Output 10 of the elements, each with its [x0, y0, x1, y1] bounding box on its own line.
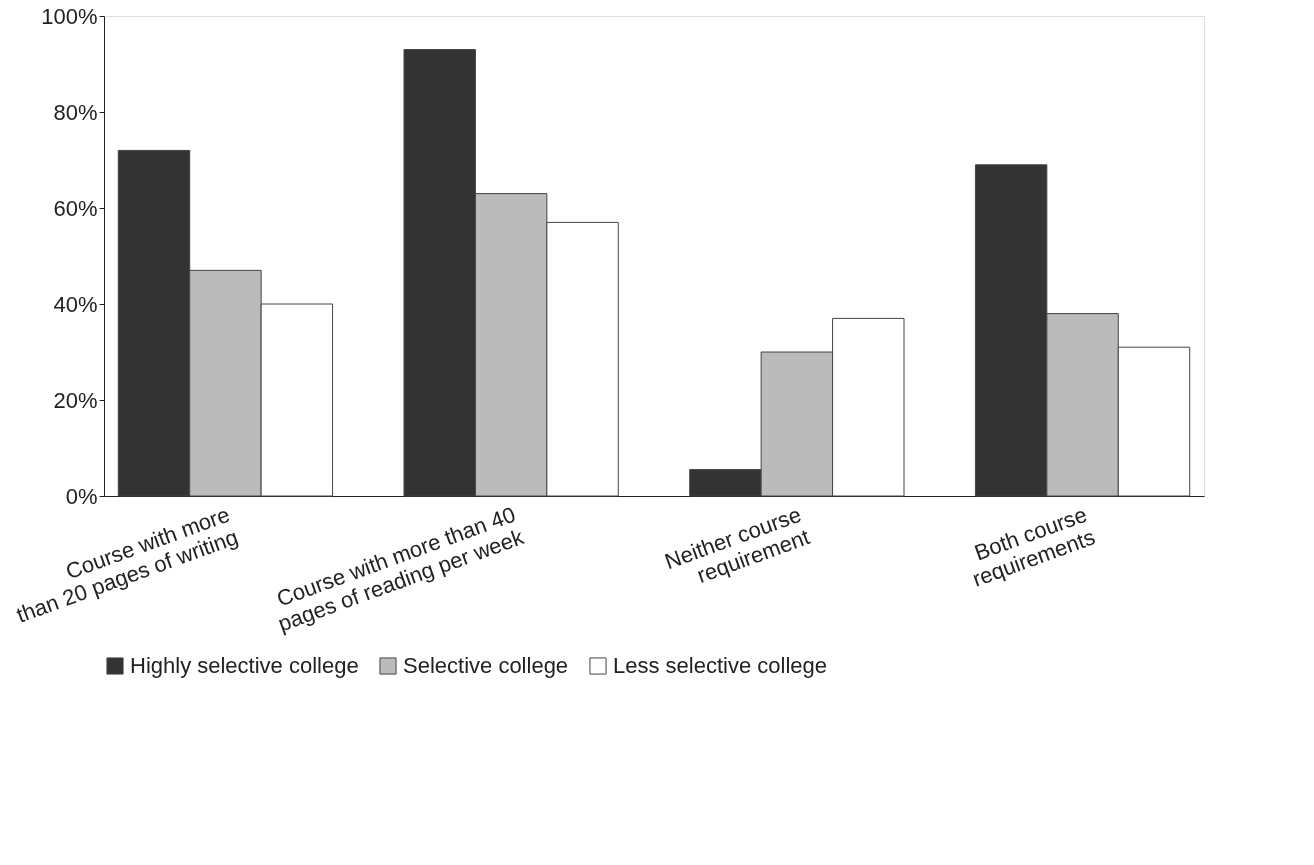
legend-label: Highly selective college: [130, 653, 359, 678]
y-tick-label: 100%: [41, 3, 98, 29]
y-tick-label: 60%: [53, 195, 98, 221]
y-tick-label: 20%: [53, 387, 98, 413]
y-tick-label: 40%: [53, 291, 98, 317]
y-tick-label: 0%: [65, 483, 98, 509]
legend-label: Selective college: [403, 653, 569, 678]
legend-label: Less selective college: [613, 653, 828, 678]
x-tick-label: Course with more than 40 pages of reading per week: [273, 501, 528, 637]
y-tick-label: 80%: [53, 99, 98, 125]
